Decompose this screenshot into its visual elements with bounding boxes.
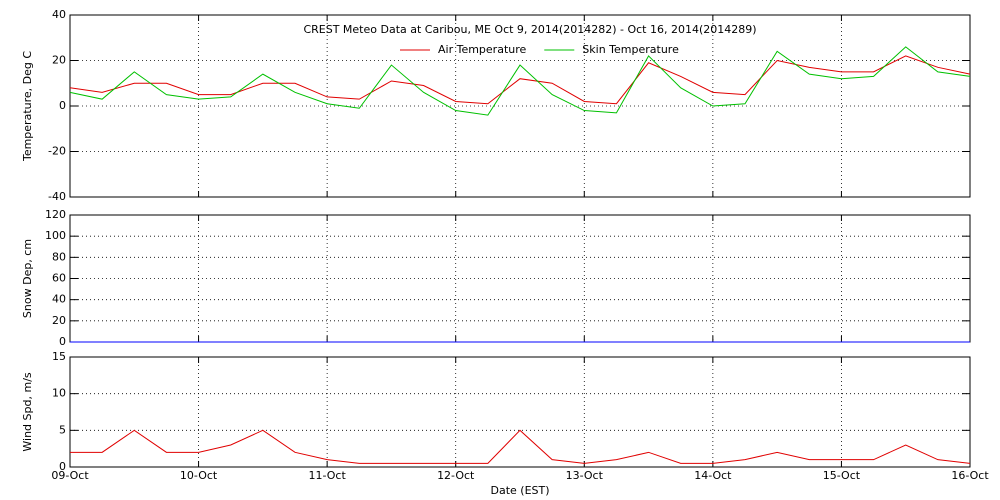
y-tick-label: 15 — [52, 350, 66, 363]
plot-frame — [69, 14, 971, 198]
y-tick-label: 120 — [45, 208, 66, 221]
x-tick-label: 13-Oct — [566, 469, 604, 482]
data-line — [69, 55, 971, 105]
y-tick-label: -40 — [48, 190, 66, 203]
y-axis-label: Temperature, Deg C — [21, 51, 34, 162]
x-tick-label: 11-Oct — [308, 469, 346, 482]
y-tick-label: 80 — [52, 250, 66, 263]
y-tick-label: 20 — [52, 314, 66, 327]
y-tick-label: 0 — [59, 99, 66, 112]
data-line — [69, 46, 971, 116]
y-tick-label: 20 — [52, 54, 66, 67]
data-line — [70, 429, 971, 464]
x-tick-label: 16-Oct — [951, 469, 989, 482]
y-tick-label: 40 — [52, 293, 66, 306]
chart-title: CREST Meteo Data at Caribou, ME Oct 9, 2… — [303, 23, 756, 36]
x-tick-label: 15-Oct — [823, 469, 861, 482]
legend-label: Skin Temperature — [582, 43, 679, 56]
y-axis-label: Wind Spd, m/s — [21, 372, 34, 452]
x-axis-label: Date (EST) — [490, 484, 549, 497]
x-tick-label: 14-Oct — [694, 469, 732, 482]
y-tick-label: 10 — [52, 387, 66, 400]
y-tick-label: 5 — [59, 423, 66, 436]
plot-frame — [69, 356, 971, 468]
x-tick-label: 09-Oct — [51, 469, 89, 482]
y-tick-label: 60 — [52, 272, 66, 285]
x-tick-label: 12-Oct — [437, 469, 475, 482]
x-tick-label: 10-Oct — [180, 469, 218, 482]
y-tick-label: 0 — [59, 335, 66, 348]
y-axis-label: Snow Dep, cm — [21, 239, 34, 318]
y-tick-label: 40 — [52, 8, 66, 21]
y-tick-label: -20 — [48, 145, 66, 158]
y-tick-label: 100 — [45, 229, 66, 242]
y-tick-label: 0 — [59, 460, 66, 473]
legend-label: Air Temperature — [438, 43, 527, 56]
